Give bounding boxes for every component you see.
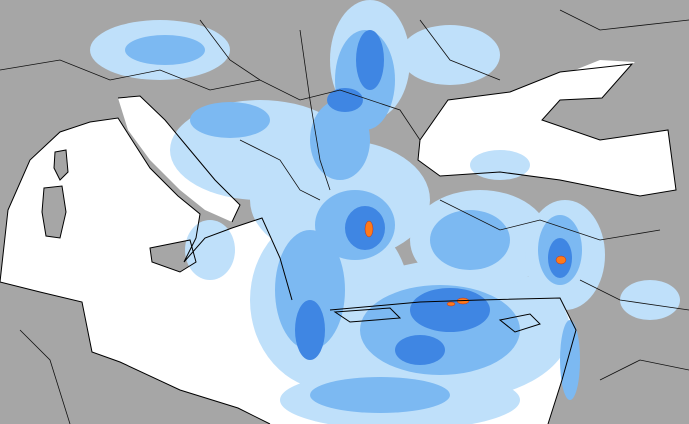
coastline-levant <box>329 297 577 424</box>
coastline-adriatic <box>117 95 241 223</box>
borders <box>0 9 689 424</box>
sardinia <box>42 186 66 238</box>
corsica <box>54 150 68 180</box>
coastline-black-sea <box>417 63 677 197</box>
coastline-islands <box>41 149 541 333</box>
border <box>239 9 689 201</box>
border <box>199 19 331 191</box>
sicily <box>150 240 196 272</box>
azov-sea <box>555 60 635 96</box>
coastline-west <box>0 117 293 301</box>
border <box>19 199 689 424</box>
border <box>0 59 421 141</box>
precipitation-heavy <box>295 30 572 365</box>
coastlines <box>0 63 677 424</box>
coastline-africa <box>0 281 271 424</box>
